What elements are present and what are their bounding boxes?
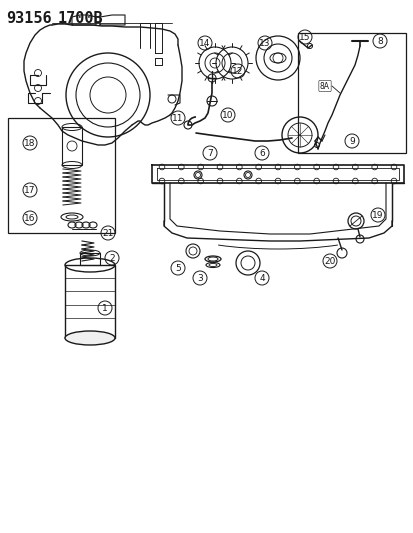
Text: 2: 2	[109, 254, 114, 262]
Text: 93156: 93156	[6, 11, 52, 26]
Text: 5: 5	[175, 263, 180, 272]
Text: 17: 17	[24, 185, 36, 195]
Text: 15: 15	[299, 33, 310, 42]
Text: 18: 18	[24, 139, 36, 148]
Text: 11: 11	[172, 114, 183, 123]
Text: 14: 14	[199, 38, 210, 47]
Text: 8: 8	[376, 36, 382, 45]
Text: 12: 12	[232, 67, 243, 76]
Text: 20: 20	[323, 256, 335, 265]
Bar	[8, 118, 115, 233]
Text: 3: 3	[197, 273, 202, 282]
Bar	[80, 253, 100, 265]
Bar	[65, 265, 115, 338]
Text: 1: 1	[102, 303, 108, 312]
Text: 8A: 8A	[319, 82, 329, 91]
Text: 6: 6	[259, 149, 264, 157]
Bar	[297, 33, 405, 153]
Text: 10: 10	[222, 110, 233, 119]
Text: 7: 7	[206, 149, 212, 157]
Text: 13: 13	[259, 38, 270, 47]
Text: 16: 16	[24, 214, 36, 222]
Text: 21: 21	[102, 229, 114, 238]
Text: 19: 19	[371, 211, 383, 220]
Bar	[62, 127, 82, 165]
Ellipse shape	[65, 331, 115, 345]
Text: 1700B: 1700B	[58, 11, 103, 26]
Text: 4: 4	[259, 273, 264, 282]
Text: 9: 9	[348, 136, 354, 146]
